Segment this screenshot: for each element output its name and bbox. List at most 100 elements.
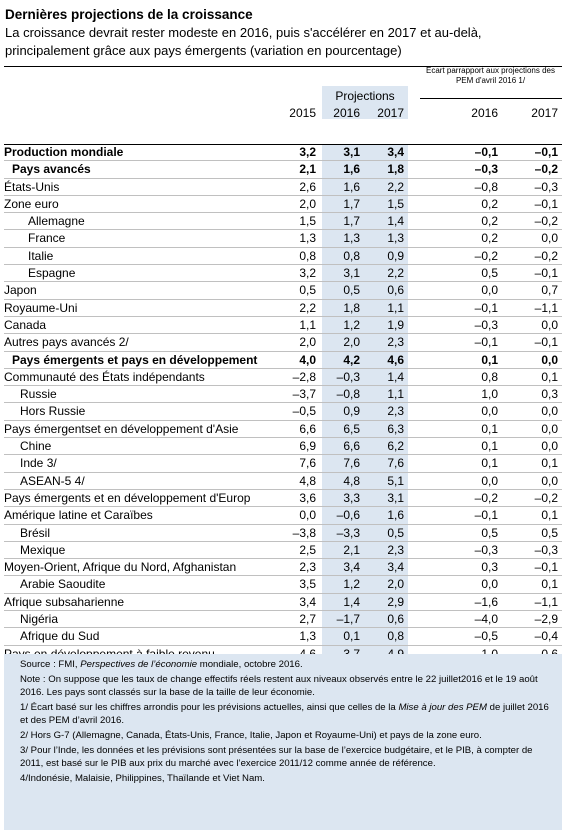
row-value: 2,2 xyxy=(387,179,404,194)
row-label: Inde 3/ xyxy=(20,456,57,471)
row-value: 3,1 xyxy=(387,490,404,505)
table-row: Pays avancés 2,1 1,6 1,8 –0,3 –0,2 xyxy=(4,161,562,179)
row-value: 0,8 xyxy=(387,629,404,644)
row-value: 6,9 xyxy=(299,439,316,454)
row-divider xyxy=(4,575,562,577)
row-value: –4,0 xyxy=(474,612,498,627)
row-value: 1,5 xyxy=(387,196,404,211)
row-value: 6,3 xyxy=(387,421,404,436)
row-value: 1,7 xyxy=(343,196,360,211)
row-divider xyxy=(4,419,562,421)
row-value: –2,9 xyxy=(534,612,558,627)
projection-column-shade xyxy=(322,420,408,439)
row-value: 1,2 xyxy=(343,577,360,592)
row-value: –0,3 xyxy=(474,317,498,332)
projection-column-shade xyxy=(322,247,408,266)
row-value: 0,0 xyxy=(481,577,498,592)
row-value: –0,5 xyxy=(474,629,498,644)
row-label: Communauté des États indépendants xyxy=(4,369,205,384)
row-value: 7,6 xyxy=(387,456,404,471)
row-value: 2,3 xyxy=(387,542,404,557)
table-row: ASEAN-5 4/4,8 4,8 5,1 0,0 0,0 xyxy=(4,472,562,490)
table-row: Canada 1,1 1,2 1,9 –0,3 0,0 xyxy=(4,316,562,335)
row-value: 1,4 xyxy=(387,369,404,384)
projection-column-shade xyxy=(322,334,408,352)
row-value: 0,5 xyxy=(343,283,360,298)
row-value: 1,8 xyxy=(387,162,404,177)
projection-column-shade xyxy=(322,178,408,196)
row-label: Japon xyxy=(4,283,37,298)
row-divider xyxy=(4,160,562,162)
row-value: 6,6 xyxy=(299,421,316,436)
row-label: Royaume-Uni xyxy=(4,300,78,315)
row-value: –0,3 xyxy=(474,162,498,177)
row-value: 2,0 xyxy=(343,335,360,350)
row-value: –0,3 xyxy=(534,542,558,557)
projection-column-shade xyxy=(322,213,408,231)
row-value: –0,1 xyxy=(474,300,498,315)
row-value: 2,7 xyxy=(299,612,316,627)
row-value: 0,2 xyxy=(481,196,498,211)
table-row: France 1,3 1,3 1,3 0,2 0,0 xyxy=(4,230,562,248)
row-value: 3,4 xyxy=(299,594,316,609)
row-divider xyxy=(4,281,562,283)
row-divider xyxy=(4,506,562,508)
data-table: Production mondiale 3,2 3,1 3,4 –0,1 –0,1 Pays… xyxy=(4,144,562,663)
projections-header-shade xyxy=(322,86,408,119)
projections-header: Projections xyxy=(335,89,395,103)
row-divider xyxy=(4,385,562,387)
row-value: 1,4 xyxy=(343,594,360,609)
table-row: Allemagne 1,5 1,7 1,4 0,2 –0,2 xyxy=(4,213,562,231)
row-value: 7,6 xyxy=(299,456,316,471)
year-header-ecart-2016: 2016 xyxy=(471,106,498,120)
row-value: 0,5 xyxy=(481,266,498,281)
row-divider xyxy=(4,298,562,300)
row-label: France xyxy=(28,231,66,246)
table-row: Moyen-Orient, Afrique du Nord, Afghanist… xyxy=(4,559,562,577)
row-label: Pays émergentset en développement d'Asie xyxy=(4,421,239,436)
projection-column-shade xyxy=(322,265,408,283)
row-value: –0,3 xyxy=(534,179,558,194)
row-value: –0,1 xyxy=(534,196,558,211)
row-divider xyxy=(4,540,562,542)
row-divider xyxy=(4,194,562,196)
row-value: –0,2 xyxy=(534,248,558,263)
projection-column-shade xyxy=(322,541,408,560)
row-label: Amérique latine et Caraïbes xyxy=(4,508,153,523)
row-value: 1,8 xyxy=(343,300,360,315)
row-label: Arabie Saoudite xyxy=(20,577,106,592)
table-row: Pays émergents et en développement d'Eur… xyxy=(4,489,562,508)
row-value: 7,6 xyxy=(343,456,360,471)
row-label: Pays émergents et en développement d'Eur… xyxy=(4,490,251,505)
table-row: Brésil –3,8 –3,3 0,5 0,5 0,5 xyxy=(4,524,562,542)
row-value: 1,4 xyxy=(387,214,404,229)
row-value: 0,1 xyxy=(541,508,558,523)
row-label: Allemagne xyxy=(28,214,85,229)
row-value: 1,1 xyxy=(387,300,404,315)
row-value: 2,3 xyxy=(387,404,404,419)
row-value: 0,6 xyxy=(387,283,404,298)
row-value: 1,3 xyxy=(343,231,360,246)
row-value: –0,1 xyxy=(474,335,498,350)
header-top-rule xyxy=(4,66,562,67)
row-label: Production mondiale xyxy=(4,145,124,159)
table-row: Production mondiale 3,2 3,1 3,4 –0,1 –0,1 xyxy=(4,144,562,162)
table-row: Mexique 2,5 2,1 2,3 –0,3 –0,3 xyxy=(4,541,562,560)
projection-column-shade xyxy=(322,316,408,335)
projection-column-shade xyxy=(322,489,408,508)
row-value: 3,5 xyxy=(299,577,316,592)
projection-column-shade xyxy=(322,299,408,317)
row-label: Italie xyxy=(28,248,54,263)
projection-column-shade xyxy=(322,386,408,404)
projection-column-shade xyxy=(322,576,408,594)
projection-column-shade xyxy=(322,524,408,542)
row-value: 4,2 xyxy=(343,352,360,367)
row-value: 0,1 xyxy=(343,629,360,644)
notes-box: Source : FMI, Perspectives de l’économie… xyxy=(4,654,562,830)
row-divider xyxy=(4,350,562,352)
general-note: Note : On suppose que les taux de change… xyxy=(20,674,538,698)
row-value: 3,4 xyxy=(343,560,360,575)
row-value: 0,1 xyxy=(481,456,498,471)
row-value: 0,0 xyxy=(541,231,558,246)
row-value: 2,1 xyxy=(343,542,360,557)
